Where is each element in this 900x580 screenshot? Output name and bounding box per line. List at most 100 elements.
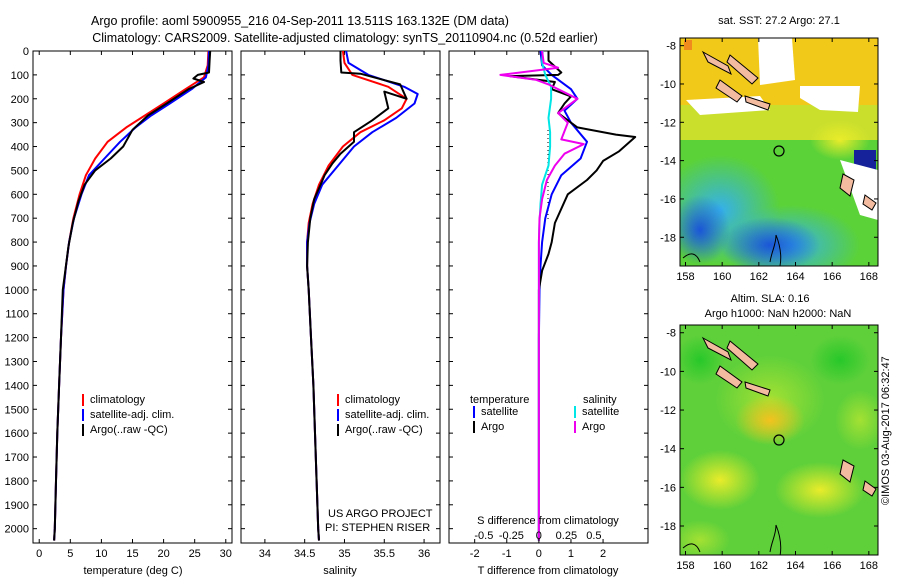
salinity-xlabel: salinity: [323, 565, 357, 577]
temperature-x-axis: 0 5 10 15 20 25 30: [36, 51, 232, 560]
sla-map-title-1: Altim. SLA: 0.16: [731, 293, 810, 305]
y-tick-label: 1300: [5, 356, 29, 368]
lon-tick-label: 164: [786, 271, 804, 283]
legend-sat-label: satellite-adj. clim.: [90, 409, 174, 421]
bathymetry-contour: [682, 543, 701, 553]
sla-patch: [835, 390, 878, 450]
sla-map: Altim. SLA: 0.16 Argo h1000: NaN h2000: …: [660, 293, 879, 572]
salinity-lines: [306, 51, 419, 541]
salinity-depth-ticks: [241, 50, 440, 530]
y-tick-label: 1600: [5, 428, 29, 440]
title-line-1: Argo profile: aoml 5900955_216 04-Sep-20…: [91, 14, 509, 28]
island-shape: [715, 365, 743, 389]
legend-salinity-title: salinity: [583, 394, 617, 406]
x-tick-label: 35.5: [374, 548, 395, 560]
y-tick-label: 800: [11, 237, 29, 249]
x-tick-label: 36: [418, 548, 430, 560]
temperature-panel: 0100200300400500600700800900100011001200…: [5, 46, 233, 577]
legend-sargo-label: Argo: [582, 421, 605, 433]
project-annotation: US ARGO PROJECT: [328, 508, 433, 520]
sst-missing-data: [800, 86, 860, 112]
legend-ssat-label: satellite: [582, 406, 619, 418]
x-tick-label: 35: [338, 548, 350, 560]
sla-map-frame: [679, 324, 879, 556]
lat-tick-label: -18: [660, 232, 676, 244]
y-tick-label: 0: [23, 46, 29, 58]
title-line-2: Climatology: CARS2009. Satellite-adjuste…: [92, 31, 598, 45]
lat-tick-label: -12: [660, 117, 676, 129]
lat-tick-label: -18: [660, 521, 676, 533]
legend-argo-label: Argo(..raw -QC): [345, 424, 423, 436]
sla-map-title-2: Argo h1000: NaN h2000: NaN: [705, 308, 852, 320]
lat-tick-label: -10: [660, 366, 676, 378]
sla-low-patch: [680, 335, 725, 385]
bathymetry-contour: [682, 253, 701, 263]
x-tick-label: 10: [95, 548, 107, 560]
difference-axes-frame: [448, 50, 649, 544]
sst-cold-patch: [720, 217, 820, 266]
lon-tick-label: 162: [750, 560, 768, 572]
lat-tick-label: -14: [660, 444, 676, 456]
y-tick-label: 1400: [5, 380, 29, 392]
legend-argo-label: Argo(..raw -QC): [90, 424, 168, 436]
lat-tick-label: -8: [666, 41, 676, 53]
lon-tick-label: 160: [713, 560, 731, 572]
difference-legend-salinity: salinity satellite Argo: [574, 394, 619, 433]
lon-tick-label: 158: [676, 560, 694, 572]
legend-tsat-label: satellite: [481, 406, 518, 418]
x-tick-label: 30: [220, 548, 232, 560]
depth-axis: 0 100 200 300 400 500 600 700 800 900 1000 1100 1200…: [5, 46, 232, 536]
sst-missing-data: [758, 38, 795, 85]
island-shape: [701, 336, 732, 362]
sla-patch: [680, 520, 730, 555]
bathymetry-contour: [769, 524, 782, 555]
island-shape: [744, 381, 771, 397]
lon-tick-label: 168: [860, 271, 878, 283]
sst-map: sat. SST: 27.2 Argo: 27.1: [660, 15, 879, 283]
land-islands: [701, 50, 877, 211]
y-tick-label: 1700: [5, 452, 29, 464]
s-diff-tick-label: 0.25: [556, 530, 577, 542]
temperature-axes-frame: [32, 50, 233, 544]
salinity-panel: 34 34.5 35 35.5 36 salinity climatology sate…: [240, 50, 441, 577]
s-diff-tick-label: 0: [536, 530, 542, 542]
lon-tick-label: 166: [823, 271, 841, 283]
lat-tick-label: -12: [660, 405, 676, 417]
salinity-x-axis: 34 34.5 35 35.5 36: [259, 51, 430, 560]
series-line-argo: [306, 51, 408, 541]
y-tick-label: 1800: [5, 476, 29, 488]
y-tick-label: 1900: [5, 500, 29, 512]
island-shape: [839, 459, 855, 483]
sla-map-field: [680, 325, 878, 555]
y-tick-label: 100: [11, 70, 29, 82]
float-position-marker: [773, 145, 785, 157]
lat-tick-label: -16: [660, 194, 676, 206]
y-tick-label: 300: [11, 118, 29, 130]
lat-tick-label: -10: [660, 79, 676, 91]
sla-high-patch: [735, 395, 805, 445]
salinity-axes-frame: [240, 50, 441, 544]
t-diff-xlabel: T difference from climatology: [478, 565, 619, 577]
s-diff-tick-label: -0.25: [499, 530, 524, 542]
x-tick-label: 0: [536, 548, 542, 560]
island-shape: [839, 173, 855, 197]
difference-legend-temperature: temperature satellite Argo: [470, 394, 529, 433]
x-tick-label: 34: [259, 548, 271, 560]
pi-annotation: PI: STEPHEN RISER: [325, 522, 430, 534]
island-shape: [862, 480, 877, 497]
x-tick-label: 25: [189, 548, 201, 560]
temperature-xlabel: temperature (deg C): [83, 565, 182, 577]
s-difference-x-axis: -0.5 -0.25 0 0.25 0.5: [474, 530, 601, 542]
difference-panel: -2 -1 0 1 2 -0.5 -0.25 0 0.25 0.5 S difference f…: [448, 50, 649, 577]
x-tick-label: 34.5: [294, 548, 315, 560]
y-tick-label: 400: [11, 142, 29, 154]
sst-cold-patch: [680, 195, 730, 265]
sst-map-field: [680, 38, 878, 266]
x-tick-label: 5: [67, 548, 73, 560]
lat-tick-label: -8: [666, 328, 676, 340]
island-shape: [726, 54, 759, 85]
s-diff-tick-label: -0.5: [474, 530, 493, 542]
imos-timestamp: ©IMOS 03-Aug-2017 06:32:47: [880, 356, 892, 505]
s-diff-xlabel: S difference from climatology: [477, 515, 619, 527]
sst-map-title: sat. SST: 27.2 Argo: 27.1: [718, 15, 840, 27]
